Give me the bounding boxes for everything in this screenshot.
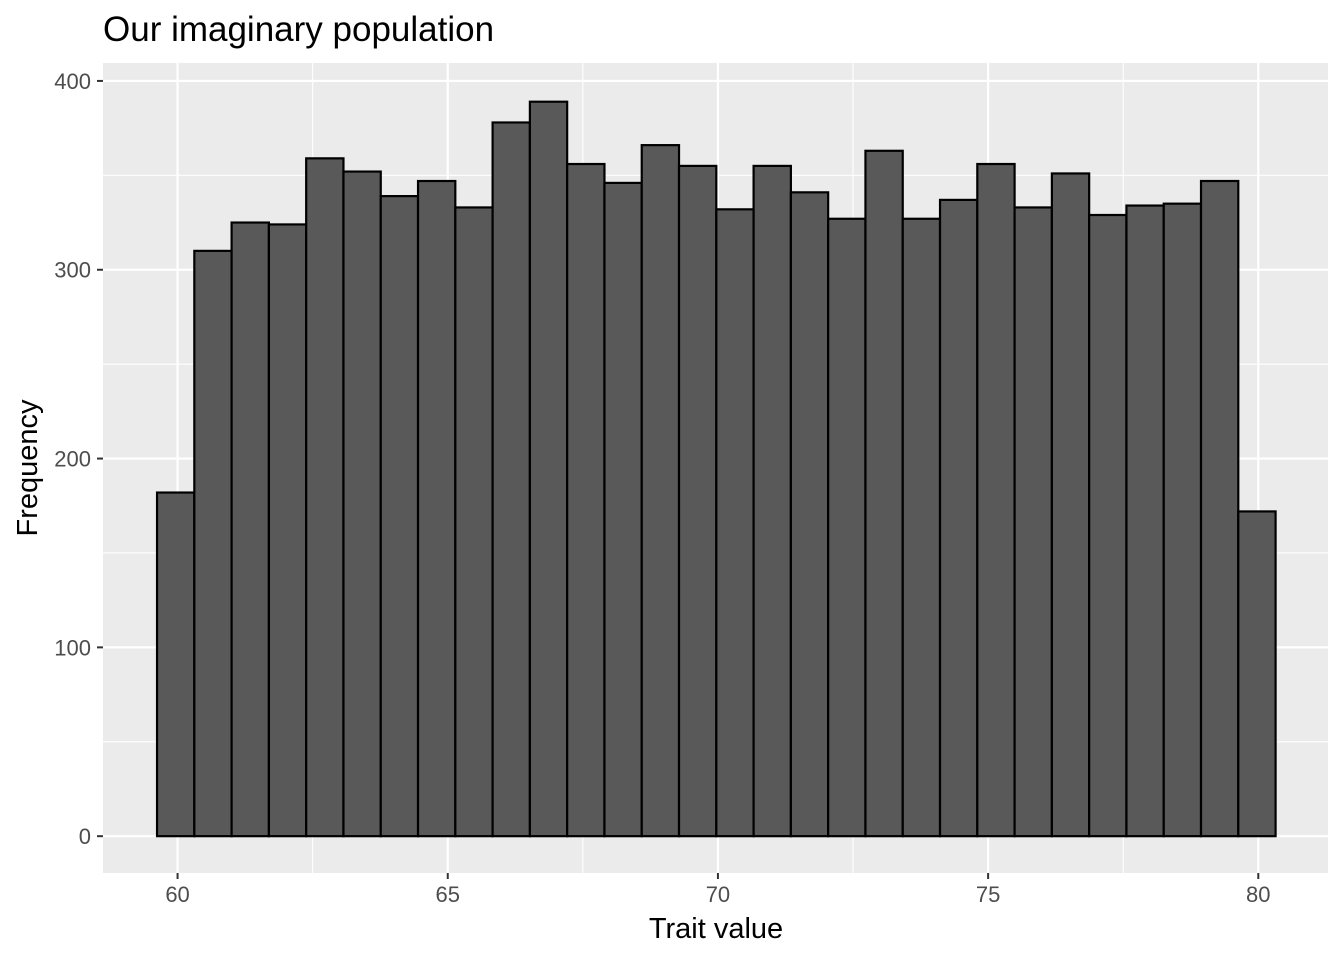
x-tick-label: 80 xyxy=(1246,882,1270,907)
histogram-bar xyxy=(752,164,792,838)
histogram-bar xyxy=(267,223,308,838)
histogram-bar xyxy=(901,217,942,838)
histogram-bar xyxy=(155,491,196,838)
histogram-bar xyxy=(379,195,420,838)
histogram-bar xyxy=(1162,202,1203,838)
histogram-bar xyxy=(342,170,382,838)
histogram-bar xyxy=(491,121,531,838)
histogram-bar xyxy=(715,208,755,838)
histogram-bars xyxy=(155,100,1277,838)
x-tick-label: 60 xyxy=(165,882,189,907)
x-axis-title: Trait value xyxy=(649,913,783,945)
y-axis: 0 100 200 300 400 xyxy=(54,69,103,849)
histogram-bar xyxy=(789,191,830,838)
histogram-bar xyxy=(1088,213,1128,838)
histogram-bar xyxy=(864,149,904,838)
chart-title: Our imaginary population xyxy=(103,10,494,49)
x-tick-label: 70 xyxy=(706,882,730,907)
histogram-bar xyxy=(1013,206,1053,838)
x-tick-label: 75 xyxy=(976,882,1000,907)
y-tick-label: 0 xyxy=(79,824,91,849)
y-tick-label: 400 xyxy=(54,69,91,94)
y-tick-label: 300 xyxy=(54,258,91,283)
histogram-bar xyxy=(827,217,867,838)
histogram-bar xyxy=(305,157,345,838)
histogram-bar xyxy=(1050,172,1091,838)
histogram-bar xyxy=(566,162,606,838)
y-axis-title: Frequency xyxy=(12,399,44,537)
y-tick-label: 200 xyxy=(54,447,91,472)
histogram-bar xyxy=(976,162,1016,838)
y-tick-label: 100 xyxy=(54,635,91,660)
histogram-bar xyxy=(454,206,494,838)
histogram-bar xyxy=(677,164,718,838)
histogram-bar xyxy=(528,100,569,838)
histogram-bar xyxy=(193,249,233,838)
histogram-bar xyxy=(1237,510,1277,838)
histogram-bar xyxy=(640,144,681,838)
x-axis: 60 65 70 75 80 xyxy=(165,873,1271,907)
histogram-bar xyxy=(230,221,270,838)
x-tick-label: 65 xyxy=(436,882,460,907)
histogram-bar xyxy=(1125,204,1165,838)
histogram-bar xyxy=(1199,179,1240,838)
histogram-bar xyxy=(603,181,643,838)
histogram-bar xyxy=(938,198,979,838)
histogram-bar xyxy=(416,179,457,838)
